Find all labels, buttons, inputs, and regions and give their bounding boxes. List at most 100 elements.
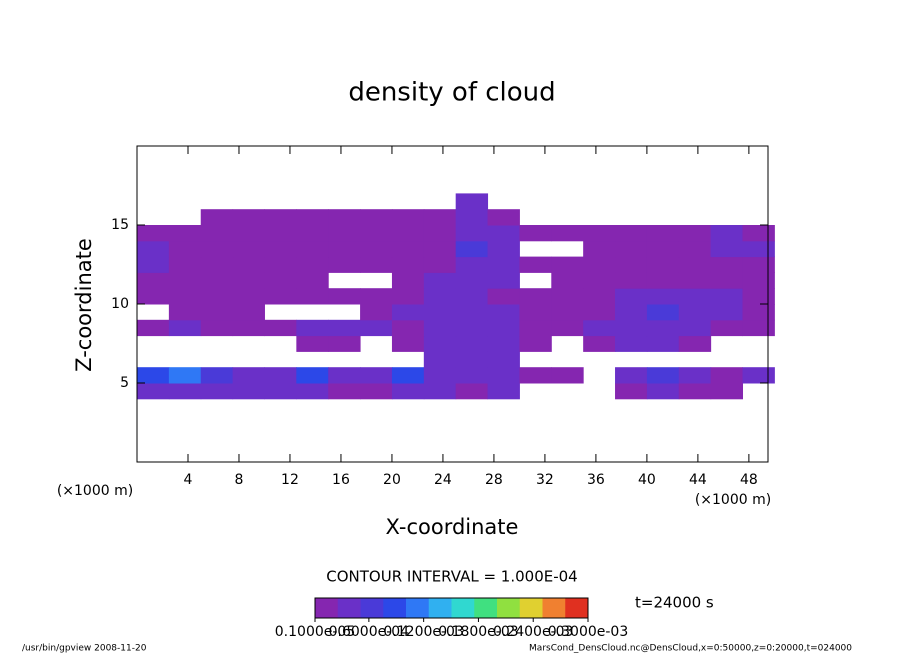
- heatmap-cell: [455, 209, 489, 226]
- heatmap-cell: [328, 209, 361, 226]
- heatmap-cell: [296, 256, 329, 273]
- heatmap-cell: [200, 304, 234, 321]
- heatmap-cell: [646, 367, 680, 384]
- heatmap-cell: [296, 225, 329, 242]
- y-tick-label: 10: [111, 296, 129, 312]
- heatmap-cell: [232, 383, 265, 400]
- heatmap-cell: [710, 383, 744, 400]
- heatmap-cell: [296, 335, 329, 352]
- heatmap-cell: [232, 288, 265, 305]
- colorbar-swatch: [383, 598, 407, 618]
- heatmap-cell: [328, 335, 361, 352]
- heatmap-cell: [264, 272, 297, 289]
- heatmap-cell: [360, 367, 393, 384]
- heatmap-cell: [264, 383, 297, 400]
- heatmap-cell: [455, 383, 489, 400]
- heatmap-cell: [200, 288, 234, 305]
- heatmap-cell: [360, 256, 393, 273]
- heatmap-cell: [710, 367, 744, 384]
- heatmap-cell: [168, 367, 202, 384]
- x-tick-label: 28: [485, 472, 503, 488]
- heatmap-cell: [455, 240, 489, 258]
- colorbar-label: 0.1200e-03: [383, 624, 463, 640]
- heatmap-cell: [328, 240, 361, 258]
- heatmap-cell: [583, 304, 616, 321]
- heatmap-cell: [519, 256, 552, 273]
- colorbar-label: 0.6000e-04: [329, 624, 410, 640]
- x-tick-label: 36: [587, 472, 605, 488]
- heatmap-cell: [742, 304, 775, 321]
- heatmap-cell: [742, 240, 775, 258]
- heatmap-cell: [423, 209, 457, 226]
- x-tick-label: 40: [638, 472, 656, 488]
- heatmap-cell: [455, 225, 489, 242]
- heatmap-cell: [391, 335, 425, 352]
- heatmap-cell: [615, 319, 648, 337]
- heatmap-cell: [168, 319, 202, 337]
- heatmap-cell: [264, 240, 297, 258]
- heatmap-cell: [455, 351, 489, 368]
- heatmap-cells: [137, 193, 775, 400]
- heatmap-cell: [232, 272, 265, 289]
- heatmap-cell: [742, 225, 775, 242]
- heatmap-cell: [232, 225, 265, 242]
- heatmap-cell: [391, 288, 425, 305]
- heatmap-cell: [232, 304, 265, 321]
- heatmap-cell: [423, 240, 457, 258]
- heatmap-cell: [710, 272, 744, 289]
- heatmap-cell: [200, 272, 234, 289]
- heatmap-cell: [423, 319, 457, 337]
- heatmap-cell: [455, 256, 489, 273]
- heatmap-cell: [551, 272, 584, 289]
- heatmap-cell: [551, 367, 584, 384]
- heatmap-cell: [264, 288, 297, 305]
- heatmap-cell: [583, 256, 616, 273]
- heatmap-cell: [137, 319, 170, 337]
- heatmap-cell: [296, 288, 329, 305]
- heatmap-cell: [487, 240, 520, 258]
- heatmap-cell: [710, 240, 744, 258]
- colorbar-label: 0.2400e-03: [493, 624, 573, 640]
- heatmap-cell: [168, 256, 202, 273]
- heatmap-cell: [328, 383, 361, 400]
- x-axis-label: X-coordinate: [386, 515, 519, 539]
- chart-title: density of cloud: [348, 78, 555, 108]
- heatmap-cell: [232, 240, 265, 258]
- heatmap-cell: [646, 240, 680, 258]
- colorbar-swatch: [451, 598, 475, 618]
- heatmap-cell: [360, 288, 393, 305]
- colorbar-swatch: [315, 598, 339, 618]
- heatmap-cell: [200, 240, 234, 258]
- heatmap-cell: [168, 304, 202, 321]
- contour-interval: CONTOUR INTERVAL = 1.000E-04: [326, 568, 577, 586]
- heatmap-cell: [200, 225, 234, 242]
- heatmap-cell: [615, 367, 648, 384]
- heatmap-cell: [742, 288, 775, 305]
- heatmap-cell: [551, 256, 584, 273]
- colorbar-swatch: [428, 598, 452, 618]
- heatmap-cell: [646, 335, 680, 352]
- heatmap-cell: [519, 225, 552, 242]
- heatmap-cell: [615, 304, 648, 321]
- heatmap-cell: [519, 335, 552, 352]
- heatmap-cell: [423, 383, 457, 400]
- heatmap-cell: [551, 225, 584, 242]
- heatmap-cell: [168, 272, 202, 289]
- heatmap-cell: [137, 272, 170, 289]
- x-tick-label: 24: [434, 472, 452, 488]
- heatmap-cell: [391, 225, 425, 242]
- heatmap-cell: [646, 225, 680, 242]
- heatmap-cell: [360, 383, 393, 400]
- colorbar-swatch: [565, 598, 589, 618]
- heatmap-cell: [710, 319, 744, 337]
- heatmap-cell: [264, 209, 297, 226]
- heatmap-cell: [487, 288, 520, 305]
- heatmap-cell: [646, 319, 680, 337]
- heatmap-cell: [137, 240, 170, 258]
- colorbar-swatch: [474, 598, 498, 618]
- heatmap-cell: [646, 256, 680, 273]
- colorbar-label: 0.3000e-03: [548, 624, 628, 640]
- heatmap-cell: [296, 367, 329, 384]
- heatmap-cell: [423, 288, 457, 305]
- heatmap-cell: [678, 225, 712, 242]
